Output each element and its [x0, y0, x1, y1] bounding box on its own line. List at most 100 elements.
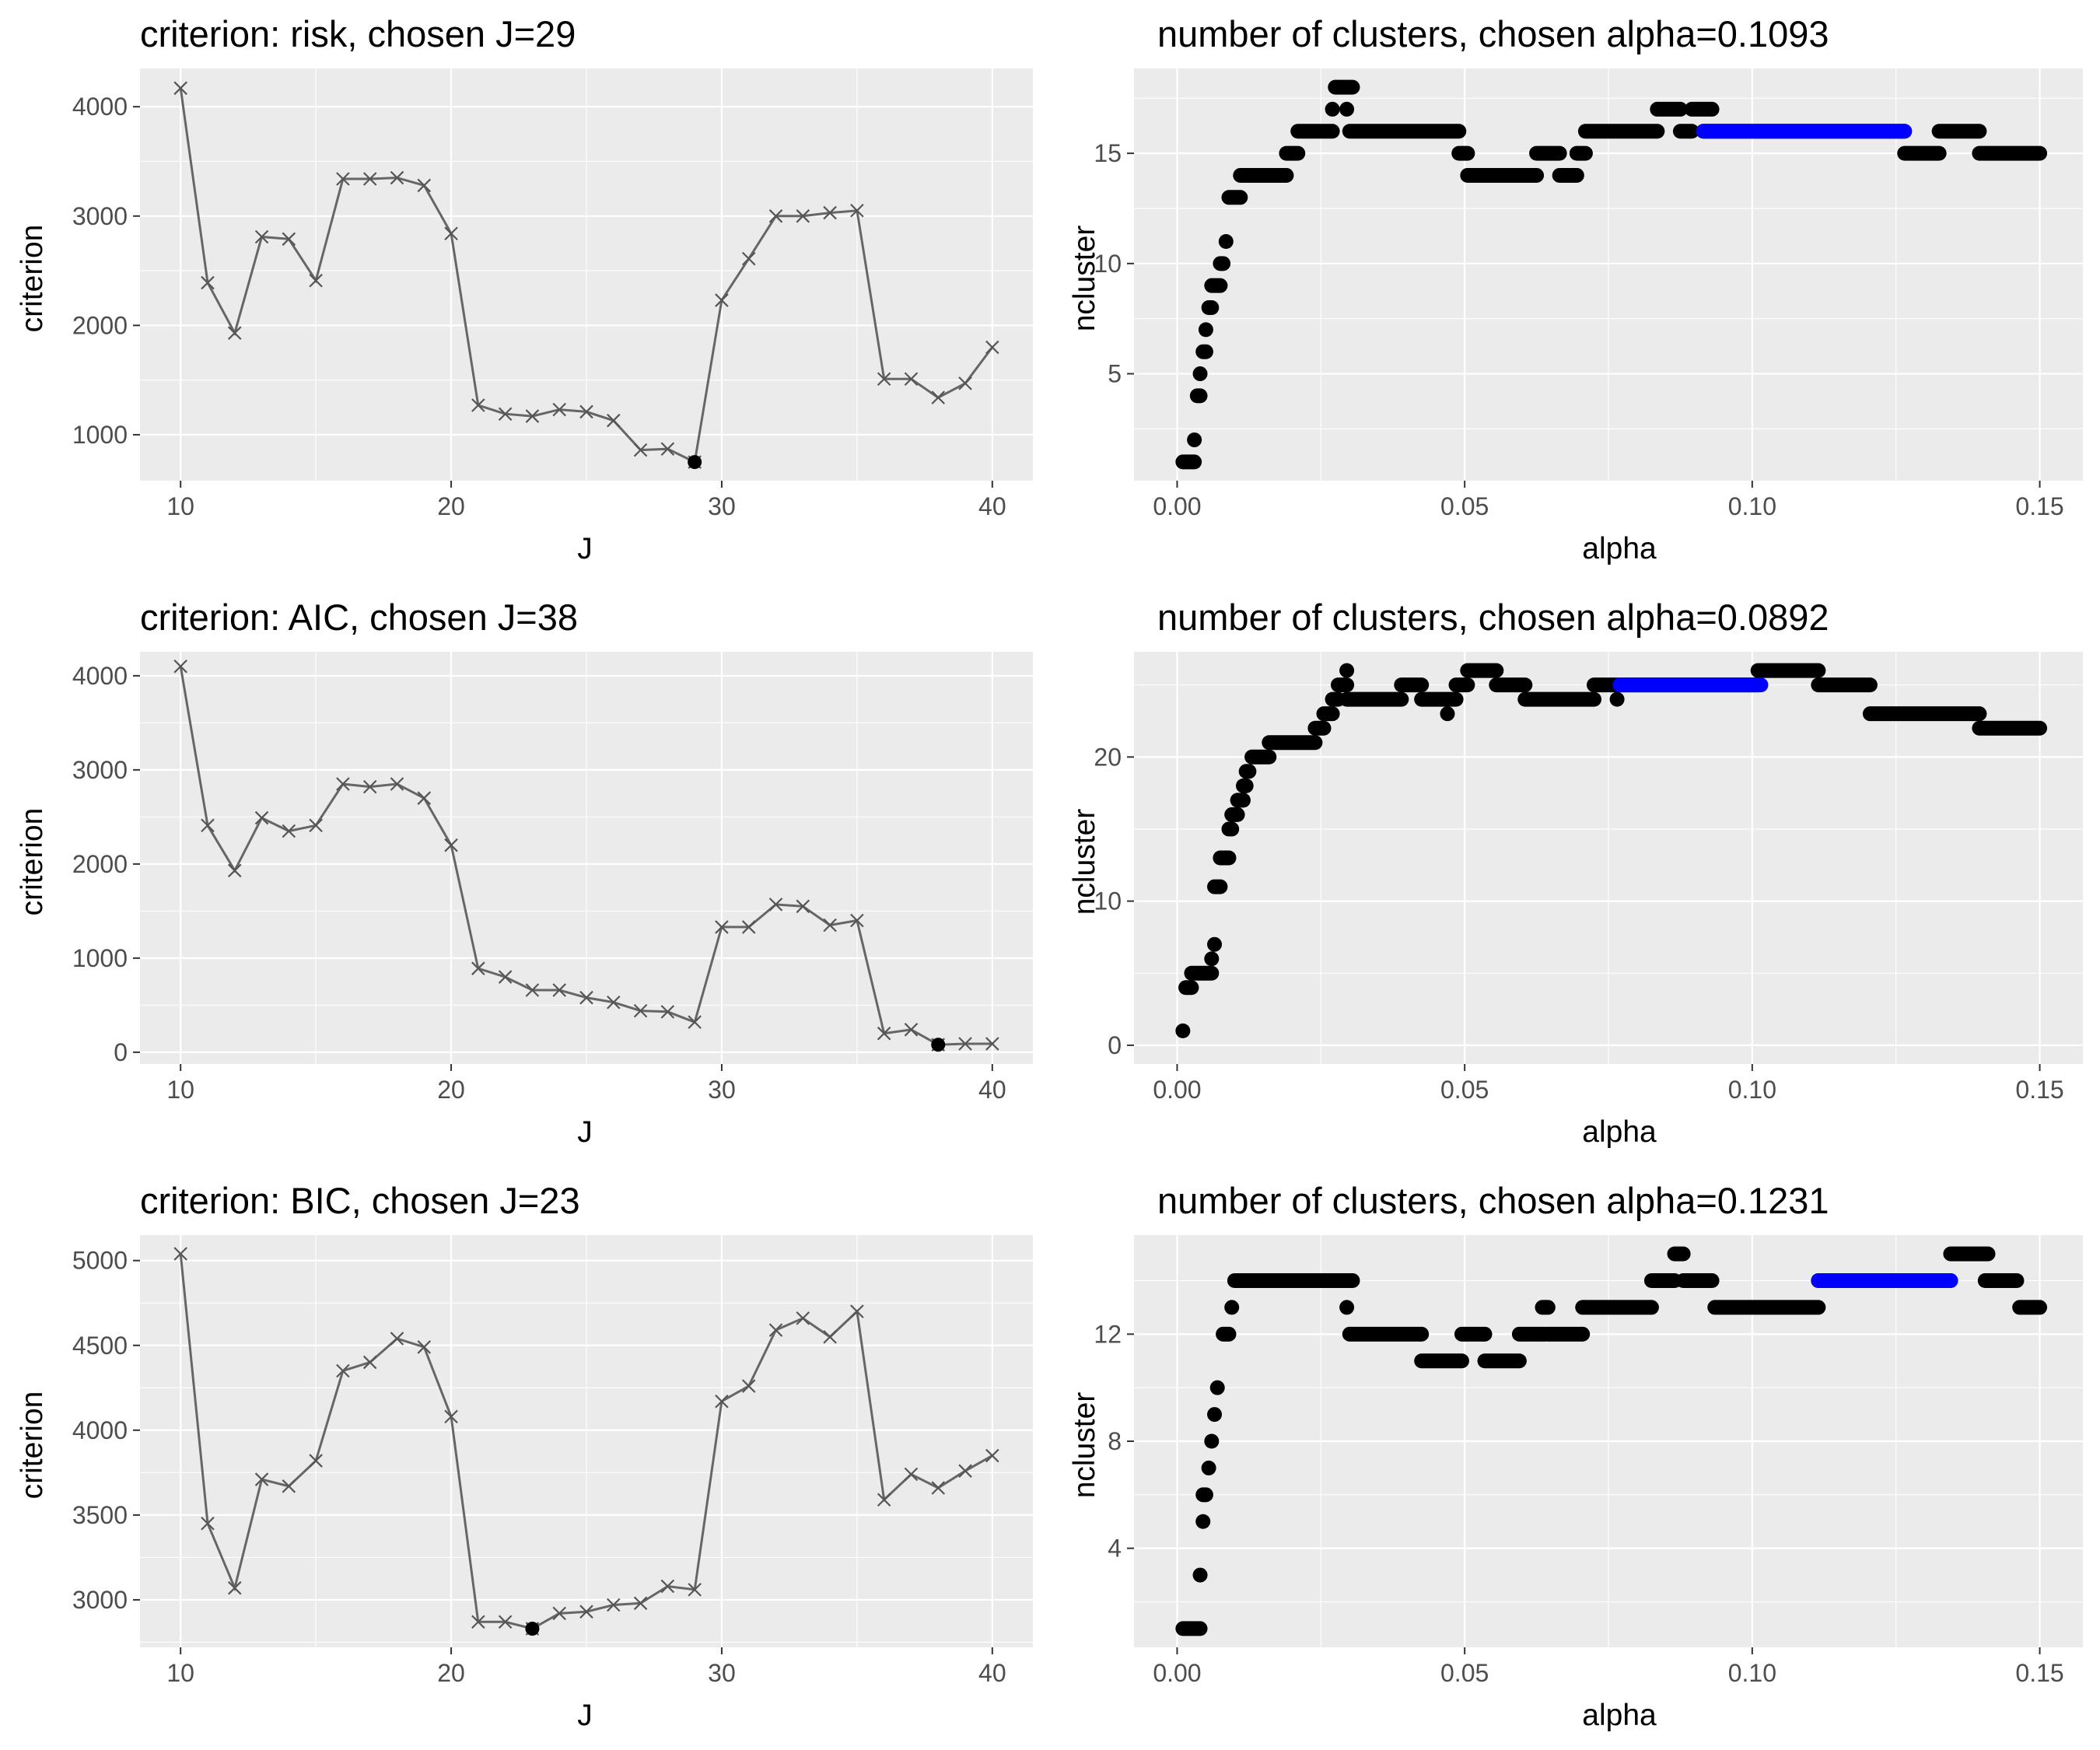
data-point-cross	[227, 863, 242, 878]
x-tick-label: 0.05	[1440, 1659, 1489, 1687]
y-axis-title: criterion	[16, 1391, 49, 1500]
data-point-cross	[362, 779, 377, 794]
data-point-cross	[741, 920, 756, 934]
panel-bic: criterion: BIC, chosen J=23 J criterion …	[16, 1180, 1033, 1732]
y-tick-label: 0	[1108, 1031, 1122, 1059]
data-point-cross	[336, 1363, 350, 1378]
data-point-cross	[633, 443, 648, 457]
data-point-cross	[362, 172, 377, 186]
data-point-cross	[552, 1606, 566, 1621]
data-point-cross	[417, 1340, 432, 1354]
plot-area-aic: 10 20 30 40 0 1000 2000 3000 4000	[72, 652, 1033, 1104]
data-point-cross	[850, 203, 864, 218]
data-point	[1201, 1460, 1216, 1475]
x-tick-label: 0.10	[1728, 1076, 1776, 1104]
chosen-point	[525, 1622, 540, 1636]
data-point-cross	[741, 251, 756, 266]
data-point-cross	[444, 1409, 458, 1424]
y-tick-label: 3000	[72, 202, 128, 230]
x-axis-title: alpha	[1582, 1115, 1657, 1149]
data-point	[1209, 1380, 1225, 1395]
data-point-cross	[877, 1026, 891, 1041]
y-tick-label: 4	[1108, 1535, 1122, 1563]
data-point-cross	[633, 1003, 648, 1018]
data-point-cross	[282, 824, 296, 838]
x-tick-label: 0.00	[1153, 1659, 1201, 1687]
data-point-cross	[823, 1330, 837, 1344]
data-point-cross	[715, 920, 729, 934]
data-point-cross	[715, 1394, 729, 1409]
data-point-cross	[958, 1037, 972, 1051]
y-tick-label: 15	[1094, 139, 1122, 167]
data-point	[1187, 432, 1202, 448]
data-point-cross	[607, 1598, 621, 1612]
x-axis-title: J	[577, 1699, 593, 1732]
data-point-cross	[254, 229, 269, 244]
data-point	[1204, 951, 1220, 967]
data-point	[1207, 936, 1223, 952]
data-point-cross	[741, 1379, 756, 1393]
data-point-cross	[444, 226, 458, 241]
x-tick-label: 40	[978, 1659, 1006, 1687]
data-point	[1204, 1433, 1220, 1449]
plot-title: number of clusters, chosen alpha=0.0892	[1157, 597, 1829, 638]
data-point	[1325, 101, 1340, 117]
data-point-cross	[390, 1332, 404, 1346]
data-point-cross	[309, 818, 323, 833]
y-tick-label: 4500	[72, 1332, 128, 1360]
x-tick-label: 0.00	[1153, 1076, 1201, 1104]
data-point-cross	[362, 1355, 377, 1370]
y-tick-label: 5000	[72, 1247, 128, 1275]
plot-area-risk: 10 20 30 40 1000 2000 3000 4000	[72, 68, 1033, 520]
data-point-cross	[688, 1583, 702, 1597]
data-point-cross	[498, 1615, 513, 1629]
data-point-cross	[201, 818, 215, 833]
y-tick-label: 5	[1108, 360, 1122, 388]
plot-title: criterion: BIC, chosen J=23	[140, 1180, 580, 1221]
data-point-cross	[254, 1472, 269, 1486]
panel-alpha-bic: number of clusters, chosen alpha=0.1231 …	[1068, 1180, 2083, 1732]
x-tick-label: 0.15	[2015, 1076, 2063, 1104]
plot-area-alpha-risk: 0.00 0.05 0.10 0.15 5 10 15	[1094, 68, 2083, 520]
data-point-cross	[173, 1247, 187, 1261]
panel-alpha-risk: number of clusters, chosen alpha=0.1093 …	[1068, 13, 2083, 565]
data-point-cross	[227, 326, 242, 340]
x-axis-title: J	[577, 532, 593, 565]
plot-area-alpha-aic: 0.00 0.05 0.10 0.15 0 10 20	[1094, 652, 2083, 1104]
data-point-cross	[660, 1005, 675, 1019]
plot-area-alpha-bic: 0.00 0.05 0.10 0.15 4 8 12	[1094, 1235, 2083, 1687]
y-tick-label: 2000	[72, 850, 128, 878]
data-point	[1192, 366, 1208, 382]
x-tick-label: 20	[437, 492, 465, 520]
data-point-cross	[877, 372, 891, 387]
data-point-cross	[931, 1481, 946, 1495]
data-point-cross	[796, 899, 810, 914]
x-tick-label: 0.10	[1728, 1659, 1776, 1687]
data-point-cross	[444, 838, 458, 852]
data-point-cross	[850, 913, 864, 928]
data-point	[1339, 1300, 1355, 1315]
data-point	[1339, 663, 1355, 678]
x-tick-label: 30	[708, 1659, 736, 1687]
x-tick-label: 30	[708, 1076, 736, 1104]
data-point-cross	[931, 390, 946, 404]
data-point-cross	[390, 170, 404, 185]
data-point-cross	[471, 398, 485, 412]
x-tick-label: 0.05	[1440, 492, 1489, 520]
data-point-cross	[227, 1580, 242, 1595]
data-point-cross	[768, 209, 783, 223]
data-point-cross	[471, 1615, 485, 1629]
data-point-cross	[498, 407, 513, 422]
data-point	[1175, 1023, 1191, 1038]
plot-title: number of clusters, chosen alpha=0.1231	[1157, 1180, 1829, 1221]
data-point-cross	[985, 340, 999, 355]
data-point-cross	[823, 918, 837, 933]
x-tick-label: 20	[437, 1076, 465, 1104]
data-point-cross	[823, 205, 837, 220]
x-tick-label: 20	[437, 1659, 465, 1687]
x-tick-label: 10	[166, 1076, 194, 1104]
y-tick-label: 4000	[72, 93, 128, 121]
x-tick-label: 10	[166, 492, 194, 520]
data-point	[1609, 691, 1625, 707]
